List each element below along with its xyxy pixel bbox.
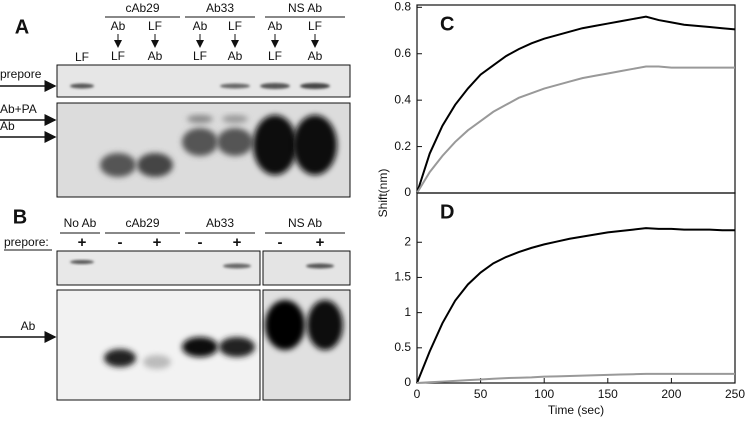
gel-band <box>104 349 136 367</box>
series-line <box>416 227 735 384</box>
gel-band <box>307 300 343 350</box>
gel-band <box>187 115 213 123</box>
x-tick-label: 50 <box>474 387 488 401</box>
gel-band <box>217 128 253 156</box>
label: Ab <box>308 49 323 63</box>
label: Ab33 <box>206 1 234 15</box>
label: Ab <box>111 19 126 33</box>
y-tick-label: 1.5 <box>394 270 411 284</box>
y-tick-label: 0.2 <box>394 139 411 153</box>
y-tick-label: 0.5 <box>394 340 411 354</box>
gel-band <box>70 260 94 264</box>
series-line <box>416 372 735 384</box>
label: Ab <box>228 49 243 63</box>
gel-band <box>182 128 218 156</box>
label: cAb29 <box>125 1 159 15</box>
plot-frame <box>416 4 736 194</box>
label: Ab <box>148 49 163 63</box>
label: LF <box>308 19 322 33</box>
label: LF <box>268 49 282 63</box>
label: B <box>13 206 27 228</box>
gel-band <box>293 115 337 175</box>
gel-band <box>222 115 248 123</box>
gel-band <box>253 115 297 175</box>
label: + <box>78 234 87 251</box>
label: LF <box>148 19 162 33</box>
gel-band <box>100 153 136 177</box>
label: - <box>198 234 203 251</box>
gel-strip <box>56 64 351 98</box>
gel-band <box>143 355 171 369</box>
label: LF <box>228 19 242 33</box>
label: Ab <box>0 119 15 133</box>
gel-strip <box>56 250 261 286</box>
x-tick-label: 100 <box>534 387 554 401</box>
x-tick-label: 0 <box>414 387 421 401</box>
gel-band <box>265 300 305 350</box>
y-tick-label: 0.6 <box>394 46 411 60</box>
label: cAb29 <box>125 216 159 230</box>
gel-band <box>70 83 94 89</box>
label: + <box>316 234 325 251</box>
x-tick-label: 200 <box>661 387 681 401</box>
label: - <box>278 234 283 251</box>
y-tick-label: 0 <box>404 375 411 389</box>
label: - <box>118 234 123 251</box>
series-line <box>416 65 735 194</box>
y-axis-label: Shift(nm) <box>376 169 390 218</box>
label: Ab <box>21 319 36 333</box>
gel-band <box>260 83 290 89</box>
label: A <box>15 16 29 38</box>
gel-band <box>219 337 255 357</box>
y-tick-label: 0.8 <box>394 0 411 13</box>
gel-band <box>220 83 250 89</box>
gel-band <box>182 337 218 357</box>
gel-strip <box>262 250 351 286</box>
label: prepore: <box>4 235 49 249</box>
label: Ab <box>268 19 283 33</box>
y-tick-label: 0 <box>404 185 411 199</box>
gel-band <box>137 153 173 177</box>
label: LF <box>111 49 125 63</box>
label: Ab+PA <box>0 102 37 116</box>
label: + <box>153 234 162 251</box>
gel-band <box>300 83 330 89</box>
gel-band <box>306 263 334 269</box>
x-tick-label: 150 <box>598 387 618 401</box>
x-axis-label: Time (sec) <box>548 403 604 417</box>
y-tick-label: 1 <box>404 305 411 319</box>
label: Ab33 <box>206 216 234 230</box>
label: NS Ab <box>288 1 322 15</box>
series-line <box>416 15 736 194</box>
label: Ab <box>193 19 208 33</box>
y-tick-label: 2 <box>404 234 411 248</box>
panel-label: D <box>440 201 454 223</box>
label: prepore <box>0 67 42 81</box>
label: NS Ab <box>288 216 322 230</box>
label: LF <box>193 49 207 63</box>
x-tick-label: 250 <box>725 387 745 401</box>
y-tick-label: 0.4 <box>394 92 411 106</box>
gel-bands <box>70 83 343 369</box>
plot-frame <box>416 192 736 384</box>
gel-band <box>223 263 251 269</box>
label: + <box>233 234 242 251</box>
label: No Ab <box>64 216 97 230</box>
label: LF <box>75 50 89 64</box>
panel-label: C <box>440 13 454 35</box>
